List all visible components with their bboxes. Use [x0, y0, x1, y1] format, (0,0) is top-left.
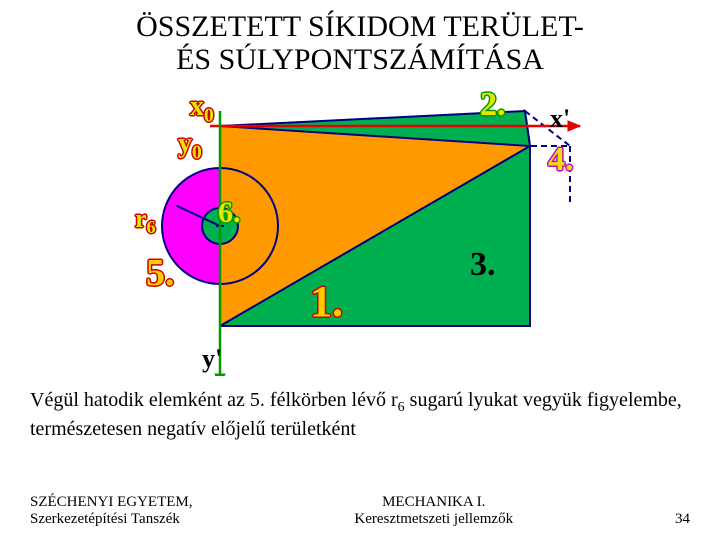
footer-center-line2: Keresztmetszeti jellemzők [354, 511, 513, 528]
body-text: Végül hatodik elemként az 5. félkörben l… [30, 388, 690, 442]
label-region-1: 1. [310, 276, 343, 327]
footer-center-line1: MECHANIKA I. [354, 494, 513, 511]
title-line2: ÉS SÚLYPONTSZÁMÍTÁSA [176, 43, 544, 76]
label-xprime: x' [550, 104, 570, 134]
label-x0: x0 [190, 91, 214, 128]
slide-footer: SZÉCHENYI EGYETEM, Szerkezetépítési Tans… [30, 494, 690, 529]
label-region-5: 5. [146, 251, 175, 295]
label-r6: r6 [135, 204, 156, 238]
label-yprime: y' [202, 344, 222, 374]
label-region-4: 4. [548, 141, 574, 179]
label-region-2: 2. [480, 86, 506, 124]
footer-left-line1: SZÉCHENYI EGYETEM, [30, 494, 192, 511]
footer-center: MECHANIKA I. Keresztmetszeti jellemzők [354, 494, 513, 529]
footer-page-number: 34 [675, 511, 690, 528]
label-y0: y0 [178, 128, 202, 165]
body-pre: Végül hatodik elemként az 5. félkörben l… [30, 389, 398, 411]
page-title: ÖSSZETETT SÍKIDOM TERÜLET- ÉS SÚLYPONTSZ… [30, 10, 690, 76]
diagram-area: x0y0 x' y' r6 1. 2. 3. 4. 5. 6. [110, 86, 610, 376]
title-line1: ÖSSZETETT SÍKIDOM TERÜLET- [136, 10, 584, 43]
label-region-3: 3. [470, 246, 496, 284]
body-sub: 6 [398, 400, 405, 415]
footer-left: SZÉCHENYI EGYETEM, Szerkezetépítési Tans… [30, 494, 192, 529]
label-region-6: 6. [218, 196, 241, 230]
footer-left-line2: Szerkezetépítési Tanszék [30, 511, 192, 528]
